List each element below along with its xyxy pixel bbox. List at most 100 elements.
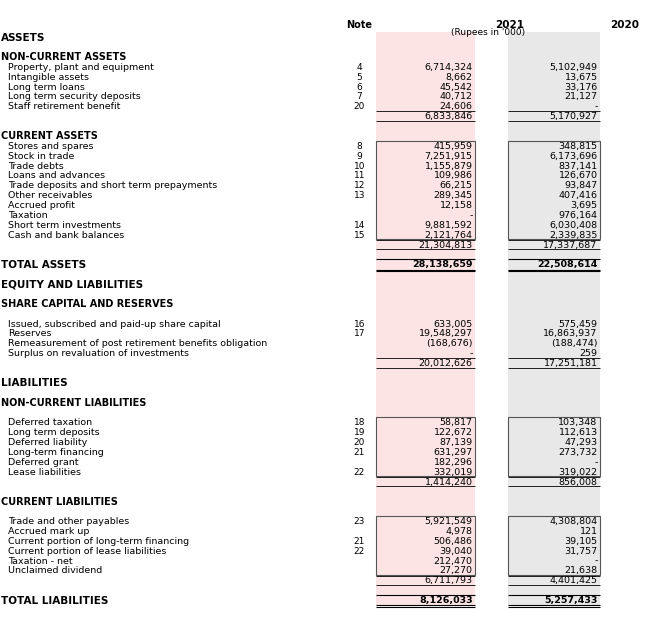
Text: 24,606: 24,606 — [439, 102, 472, 112]
Text: 631,297: 631,297 — [433, 448, 472, 457]
Text: Long term security deposits: Long term security deposits — [8, 92, 141, 102]
Text: 273,732: 273,732 — [558, 448, 597, 457]
Text: 2021: 2021 — [495, 20, 524, 30]
Text: 87,139: 87,139 — [439, 438, 472, 447]
Text: 12,158: 12,158 — [439, 201, 472, 210]
Text: 20: 20 — [353, 438, 365, 447]
Text: CURRENT ASSETS: CURRENT ASSETS — [1, 131, 98, 141]
Bar — [376, 32, 475, 604]
Text: Trade debts: Trade debts — [8, 162, 64, 170]
Text: 47,293: 47,293 — [564, 438, 597, 447]
Bar — [508, 516, 600, 575]
Text: 6,833,846: 6,833,846 — [424, 112, 472, 121]
Text: Note: Note — [347, 20, 372, 30]
Text: 58,817: 58,817 — [439, 418, 472, 427]
Text: TOTAL ASSETS: TOTAL ASSETS — [1, 260, 87, 270]
Text: 22,508,614: 22,508,614 — [538, 260, 597, 269]
Text: 122,672: 122,672 — [433, 428, 472, 437]
Text: 5,921,549: 5,921,549 — [425, 517, 472, 526]
Text: 11: 11 — [353, 172, 365, 180]
Text: Intangible assets: Intangible assets — [8, 73, 89, 82]
Text: Current portion of long-term financing: Current portion of long-term financing — [8, 537, 190, 546]
Text: SHARE CAPITAL AND RESERVES: SHARE CAPITAL AND RESERVES — [1, 299, 174, 309]
Text: Deferred liability: Deferred liability — [8, 438, 87, 447]
Bar — [508, 141, 600, 239]
Text: Current portion of lease liabilities: Current portion of lease liabilities — [8, 547, 167, 556]
Text: 837,141: 837,141 — [558, 162, 597, 170]
Text: 17,251,181: 17,251,181 — [544, 359, 597, 368]
Text: 45,542: 45,542 — [439, 82, 472, 92]
Text: 13: 13 — [353, 191, 365, 200]
Text: 66,215: 66,215 — [439, 181, 472, 190]
Text: 506,486: 506,486 — [433, 537, 472, 546]
Text: -: - — [594, 557, 597, 565]
Text: 415,959: 415,959 — [433, 142, 472, 151]
Text: Other receivables: Other receivables — [8, 191, 93, 200]
Text: (168,676): (168,676) — [426, 339, 472, 348]
Text: 13,675: 13,675 — [564, 73, 597, 82]
Text: -: - — [469, 349, 472, 358]
Text: 4,308,804: 4,308,804 — [550, 517, 597, 526]
Text: 28,138,659: 28,138,659 — [412, 260, 472, 269]
Text: 19: 19 — [353, 428, 365, 437]
Text: 4,401,425: 4,401,425 — [550, 577, 597, 585]
Text: 3,695: 3,695 — [571, 201, 597, 210]
Text: 15: 15 — [353, 231, 365, 240]
Text: Long term deposits: Long term deposits — [8, 428, 99, 437]
Text: 23: 23 — [353, 517, 365, 526]
Bar — [508, 32, 600, 604]
Text: CURRENT LIABILITIES: CURRENT LIABILITIES — [1, 497, 118, 507]
Text: 319,022: 319,022 — [558, 467, 597, 477]
Text: 2,339,835: 2,339,835 — [549, 231, 597, 240]
Text: 6,173,696: 6,173,696 — [550, 152, 597, 161]
Text: 8,126,033: 8,126,033 — [419, 596, 472, 605]
Text: 6,714,324: 6,714,324 — [425, 63, 472, 72]
Text: LIABILITIES: LIABILITIES — [1, 378, 68, 388]
Bar — [508, 417, 600, 476]
Text: 21,638: 21,638 — [564, 567, 597, 575]
Text: 33,176: 33,176 — [564, 82, 597, 92]
Text: Staff retirement benefit: Staff retirement benefit — [8, 102, 120, 112]
Text: 40,712: 40,712 — [439, 92, 472, 102]
Text: 14: 14 — [353, 221, 365, 230]
Text: Unclaimed dividend: Unclaimed dividend — [8, 567, 102, 575]
Bar — [376, 417, 475, 476]
Text: 103,348: 103,348 — [558, 418, 597, 427]
Text: 259: 259 — [580, 349, 597, 358]
Text: 289,345: 289,345 — [433, 191, 472, 200]
Text: 31,757: 31,757 — [564, 547, 597, 556]
Text: ASSETS: ASSETS — [1, 33, 46, 43]
Text: (Rupees in '000): (Rupees in '000) — [451, 29, 526, 37]
Text: 9: 9 — [357, 152, 362, 161]
Bar — [376, 141, 475, 239]
Text: 17,337,687: 17,337,687 — [544, 241, 597, 250]
Text: 856,008: 856,008 — [558, 477, 597, 487]
Text: 8: 8 — [357, 142, 362, 151]
Text: Stores and spares: Stores and spares — [8, 142, 93, 151]
Text: 10: 10 — [353, 162, 365, 170]
Text: Taxation: Taxation — [8, 211, 48, 220]
Text: 112,613: 112,613 — [558, 428, 597, 437]
Text: 27,270: 27,270 — [439, 567, 472, 575]
Text: 21: 21 — [353, 448, 365, 457]
Text: 17: 17 — [353, 329, 365, 339]
Text: 126,670: 126,670 — [558, 172, 597, 180]
Text: -: - — [594, 102, 597, 112]
Text: Deferred taxation: Deferred taxation — [8, 418, 92, 427]
Text: 20: 20 — [353, 102, 365, 112]
Text: 5,102,949: 5,102,949 — [550, 63, 597, 72]
Text: 22: 22 — [353, 547, 365, 556]
Text: 407,416: 407,416 — [558, 191, 597, 200]
Text: 575,459: 575,459 — [558, 319, 597, 329]
Text: 8,662: 8,662 — [446, 73, 472, 82]
Text: Deferred grant: Deferred grant — [8, 458, 79, 467]
Text: 6,030,408: 6,030,408 — [550, 221, 597, 230]
Text: Cash and bank balances: Cash and bank balances — [8, 231, 124, 240]
Text: 5,170,927: 5,170,927 — [550, 112, 597, 121]
Text: 20,012,626: 20,012,626 — [419, 359, 472, 368]
Text: TOTAL LIABILITIES: TOTAL LIABILITIES — [1, 596, 109, 606]
Text: 1,155,879: 1,155,879 — [425, 162, 472, 170]
Text: Lease liabilities: Lease liabilities — [8, 467, 81, 477]
Text: 332,019: 332,019 — [433, 467, 472, 477]
Text: 12: 12 — [353, 181, 365, 190]
